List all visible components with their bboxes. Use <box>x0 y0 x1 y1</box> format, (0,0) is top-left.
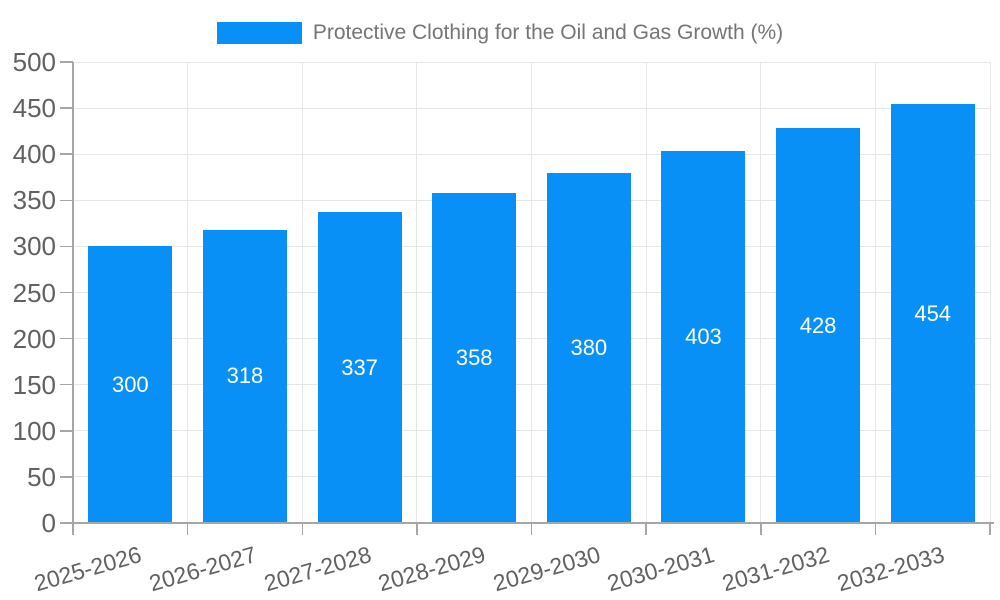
x-tick <box>645 523 647 535</box>
bar[interactable]: 428 <box>776 128 861 523</box>
y-tick <box>60 153 73 155</box>
y-tick <box>60 245 73 248</box>
v-gridline <box>874 62 876 523</box>
bar-value-label: 403 <box>685 324 722 350</box>
bar[interactable]: 300 <box>88 246 173 523</box>
y-tick-label: 400 <box>12 139 56 170</box>
bar[interactable]: 358 <box>432 192 517 523</box>
x-tick-label: 2032-2033 <box>833 541 947 597</box>
bar[interactable]: 454 <box>890 104 975 523</box>
x-tick <box>186 523 189 535</box>
v-gridline <box>531 62 532 523</box>
x-tick-label: 2026-2027 <box>146 541 260 597</box>
bar-value-label: 454 <box>914 300 952 326</box>
y-tick-label: 100 <box>12 415 56 446</box>
x-tick-label: 2027-2028 <box>260 541 374 597</box>
v-gridline <box>416 62 418 523</box>
y-tick <box>60 476 73 478</box>
y-tick-label: 50 <box>27 461 56 492</box>
x-tick <box>416 523 418 535</box>
x-tick <box>760 523 762 535</box>
y-tick <box>60 61 73 63</box>
bar[interactable]: 318 <box>202 229 287 523</box>
v-gridline <box>187 62 189 523</box>
x-tick <box>530 523 533 535</box>
x-tick-label: 2031-2032 <box>719 541 833 597</box>
x-tick-label: 2028-2029 <box>375 541 489 597</box>
bar-value-label: 300 <box>111 371 149 397</box>
bar-value-label: 358 <box>455 344 493 370</box>
x-tick-label: 2025-2026 <box>31 541 145 597</box>
bar-value-label: 337 <box>341 354 378 380</box>
x-tick <box>874 523 877 535</box>
bar-value-label: 318 <box>226 363 264 389</box>
y-tick <box>60 199 73 202</box>
x-axis-line <box>73 522 994 524</box>
y-tick-label: 500 <box>12 47 56 77</box>
y-tick-label: 150 <box>12 369 56 400</box>
bar[interactable]: 380 <box>546 172 631 523</box>
y-tick-label: 200 <box>12 323 56 354</box>
y-tick <box>60 107 73 109</box>
y-tick-label: 450 <box>12 93 56 124</box>
legend-label: Protective Clothing for the Oil and Gas … <box>312 21 784 44</box>
v-gridline <box>645 62 647 523</box>
x-tick-label: 2030-2031 <box>604 541 718 597</box>
y-tick-label: 250 <box>12 277 56 308</box>
y-tick-label: 0 <box>41 508 56 538</box>
y-axis-line <box>72 62 74 535</box>
y-tick <box>60 430 73 432</box>
x-tick <box>301 523 303 535</box>
y-tick <box>60 522 73 524</box>
y-tick-label: 350 <box>12 185 56 216</box>
v-gridline <box>989 62 991 523</box>
y-tick <box>60 337 73 340</box>
legend-swatch-icon <box>216 22 302 44</box>
bar[interactable]: 403 <box>661 151 746 523</box>
y-tick <box>60 383 73 386</box>
y-tick <box>60 291 73 294</box>
y-tick-label: 300 <box>12 231 56 262</box>
bar-value-label: 380 <box>570 334 608 360</box>
v-gridline <box>301 62 303 523</box>
legend[interactable]: Protective Clothing for the Oil and Gas … <box>0 21 1000 45</box>
bar-value-label: 428 <box>799 312 837 338</box>
x-tick <box>989 523 991 535</box>
bar[interactable]: 337 <box>317 212 402 523</box>
v-gridline <box>760 62 762 523</box>
x-tick-label: 2029-2030 <box>490 541 603 597</box>
